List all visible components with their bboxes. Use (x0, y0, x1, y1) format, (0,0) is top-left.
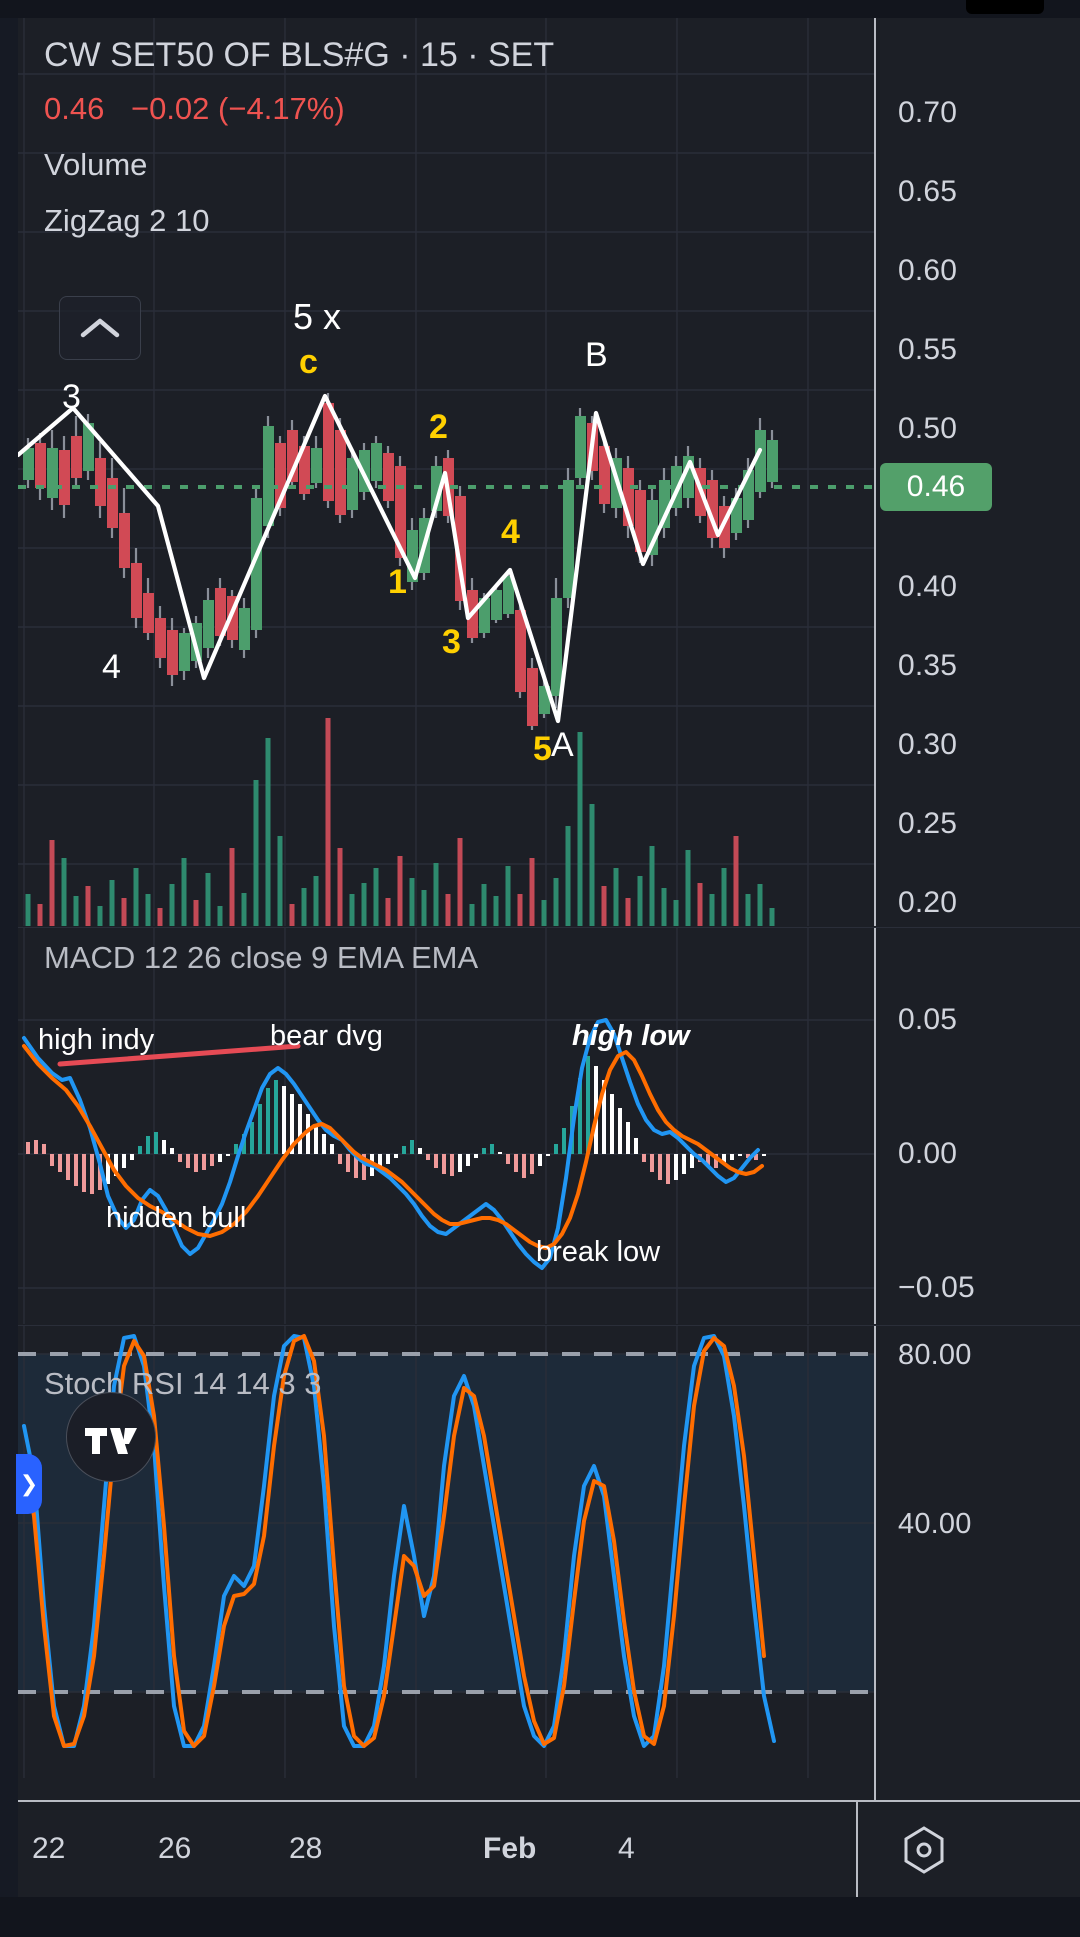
settings-gear-icon (904, 1826, 944, 1874)
price-tick: 0.35 (898, 649, 958, 682)
macd-plot (18, 928, 876, 1324)
collapse-legend-button[interactable] (59, 296, 141, 360)
wave-label-A: A (551, 726, 574, 764)
bottom-nav-strip (0, 1897, 1080, 1937)
macd-tick: 0.00 (898, 1137, 958, 1170)
symbol-title[interactable]: CW SET50 OF BLS#G · 15 · SET (44, 36, 555, 74)
price-tick: 0.50 (898, 412, 958, 445)
price-tick: 0.55 (898, 333, 958, 366)
time-tick: 28 (289, 1832, 323, 1865)
annotation-break-low: break low (536, 1236, 661, 1268)
volume-histogram (25, 718, 775, 926)
macd-tick: 0.05 (898, 1003, 958, 1036)
macd-indicator-title[interactable]: MACD 12 26 close 9 EMA EMA (44, 940, 479, 975)
time-tick: Feb (483, 1832, 537, 1865)
tradingview-logo[interactable] (66, 1392, 156, 1482)
macd-axis[interactable]: 0.05 0.00 −0.05 (876, 928, 1080, 1324)
macd-histogram (26, 1056, 766, 1194)
sidebar-expand-tab[interactable]: ❯ (16, 1454, 42, 1514)
zigzag-legend-label[interactable]: ZigZag 2 10 (44, 203, 210, 238)
time-tick: 22 (32, 1832, 66, 1865)
price-axis-separator (874, 18, 876, 926)
price-tick: 0.70 (898, 96, 958, 129)
pane-divider-1[interactable] (18, 927, 1080, 928)
time-tick: 26 (158, 1832, 192, 1865)
chevron-up-icon (80, 318, 120, 338)
price-tick: 0.25 (898, 807, 958, 840)
annotation-bear-dvg: bear dvg (270, 1020, 383, 1052)
left-toolbar-rail[interactable] (0, 18, 19, 1898)
stoch-rsi-pane[interactable]: Stoch RSI 14 14 3 3 (18, 1326, 876, 1778)
time-tick: 4 (618, 1832, 635, 1865)
last-price: 0.46 (44, 91, 105, 126)
pane-divider-2[interactable] (18, 1325, 1080, 1326)
wave-label-1: 1 (388, 563, 407, 601)
price-plot (18, 18, 876, 926)
chevron-right-icon: ❯ (19, 1471, 39, 1496)
macd-axis-separator (874, 928, 876, 1324)
wave-label-3-white: 3 (62, 378, 81, 416)
stoch-axis-separator (874, 1326, 876, 1818)
change-percent: (−4.17%) (218, 91, 345, 126)
time-axis-separator (856, 1802, 858, 1899)
bear-divergence-trendline (57, 1043, 301, 1067)
stoch-rsi-indicator-title[interactable]: Stoch RSI 14 14 3 3 (44, 1366, 322, 1401)
stoch-rsi-plot (18, 1326, 876, 1778)
chart-settings-button[interactable] (898, 1824, 950, 1881)
chart-legend: CW SET50 OF BLS#G · 15 · SET 0.46 −0.02 … (44, 32, 554, 244)
quote-line: 0.46 −0.02 (−4.17%) (44, 86, 554, 132)
price-tick: 0.60 (898, 254, 958, 287)
price-pane[interactable]: CW SET50 OF BLS#G · 15 · SET 0.46 −0.02 … (18, 18, 876, 926)
wave-label-4-white: 4 (102, 648, 121, 686)
wave-label-5-yellow: 5 (533, 730, 552, 768)
chart-canvas[interactable]: CW SET50 OF BLS#G · 15 · SET 0.46 −0.02 … (16, 18, 1080, 1897)
price-tick: 0.65 (898, 175, 958, 208)
device-notch (966, 0, 1044, 14)
wave-label-4-yellow: 4 (501, 513, 520, 551)
tradingview-logo-icon (85, 1428, 137, 1454)
wave-label-c: c (299, 343, 318, 381)
status-bar (0, 0, 1080, 18)
current-price-badge[interactable]: 0.46 (880, 463, 992, 511)
wave-label-2: 2 (429, 408, 448, 446)
zigzag-line (18, 393, 763, 724)
macd-tick: −0.05 (898, 1271, 975, 1304)
stoch-rsi-axis[interactable]: 80.00 40.00 (876, 1326, 1080, 1778)
stoch-d-line (22, 1334, 766, 1748)
macd-signal-line (22, 1044, 764, 1250)
price-tick: 0.40 (898, 570, 958, 603)
stoch-tick: 40.00 (898, 1508, 972, 1540)
wave-label-3-yellow: 3 (442, 623, 461, 661)
wave-label-B: B (585, 336, 608, 374)
price-tick: 0.30 (898, 728, 958, 761)
macd-pane[interactable]: MACD 12 26 close 9 EMA EMA high indy bea… (18, 928, 876, 1324)
price-tick: 0.20 (898, 886, 958, 919)
volume-legend-label[interactable]: Volume (44, 147, 148, 182)
annotation-high-indy: high indy (38, 1024, 155, 1056)
macd-line (22, 1018, 760, 1270)
price-axis[interactable]: 0.70 0.65 0.60 0.55 0.50 0.45 0.40 0.35 … (876, 18, 1080, 926)
stoch-tick: 80.00 (898, 1339, 972, 1371)
candlesticks (23, 393, 778, 730)
wave-label-5x: 5 x (293, 296, 342, 337)
time-axis[interactable]: 22 26 28 Feb 4 (18, 1800, 1080, 1899)
annotation-hidden-bull: hidden bull (106, 1202, 247, 1234)
change-absolute: −0.02 (130, 91, 210, 126)
annotation-high-low: high low (572, 1020, 690, 1052)
